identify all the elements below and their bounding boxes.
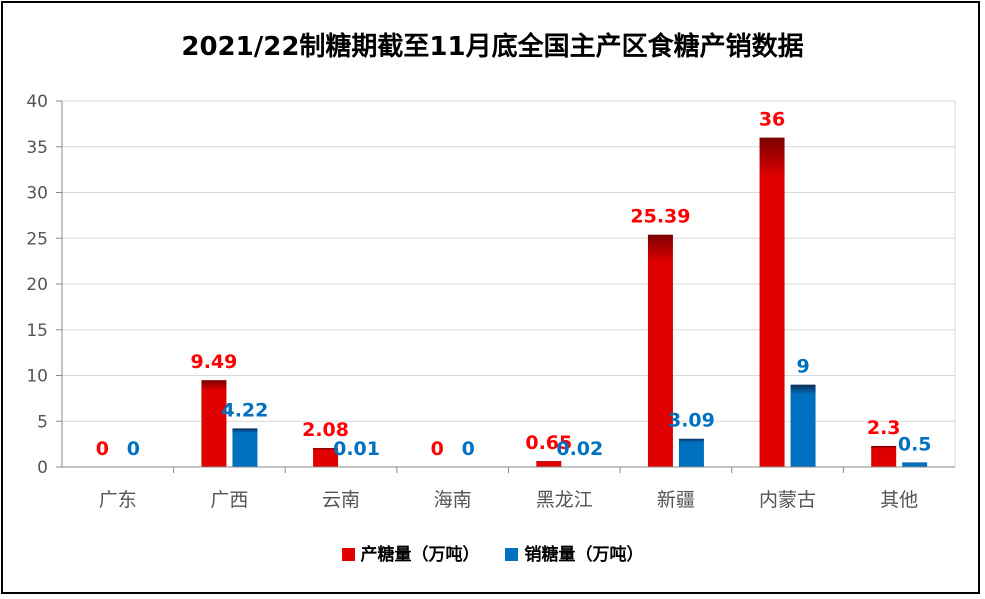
legend-swatch-sales xyxy=(505,548,519,561)
bar-production xyxy=(536,461,562,467)
legend-swatch-production xyxy=(341,548,355,561)
data-label-production: 2.08 xyxy=(302,419,349,441)
data-label-production: 9.49 xyxy=(190,351,237,373)
legend-item-production: 产糖量（万吨） xyxy=(341,540,480,565)
y-tick-label: 0 xyxy=(37,458,48,478)
chart-title: 2021/22制糖期截至11月底全国主产区食糖产销数据 xyxy=(181,32,804,62)
data-label-sales: 0 xyxy=(462,438,475,460)
bar-sales xyxy=(902,462,928,467)
x-category-label: 其他 xyxy=(880,489,918,511)
x-category-label: 广西 xyxy=(210,489,248,511)
x-category-label: 新疆 xyxy=(657,489,695,511)
data-label-sales: 3.09 xyxy=(668,410,715,432)
x-category-label: 广东 xyxy=(99,489,137,511)
bar-production xyxy=(871,445,897,467)
data-label-sales: 0 xyxy=(127,438,140,460)
bar-production xyxy=(201,380,227,467)
data-label-production: 2.3 xyxy=(867,417,901,439)
data-label-sales: 9 xyxy=(796,356,809,378)
bar-production xyxy=(313,447,339,467)
x-category-label: 海南 xyxy=(434,489,472,511)
data-label-sales: 4.22 xyxy=(221,399,268,421)
bar-production xyxy=(647,234,673,467)
y-tick-label: 10 xyxy=(26,367,48,387)
data-label-sales: 0.02 xyxy=(556,438,603,460)
chart-legend: 产糖量（万吨） 销糖量（万吨） xyxy=(0,540,985,565)
data-label-production: 0 xyxy=(96,438,109,460)
bar-sales xyxy=(678,438,704,467)
x-category-label: 内蒙古 xyxy=(759,489,816,511)
bar-production xyxy=(759,137,785,467)
data-label-production: 0 xyxy=(431,438,444,460)
data-label-production: 25.39 xyxy=(630,206,690,228)
legend-item-sales: 销糖量（万吨） xyxy=(505,540,643,565)
legend-label-production: 产糖量（万吨） xyxy=(360,545,480,565)
data-label-sales: 0.5 xyxy=(898,433,932,455)
x-category-label: 黑龙江 xyxy=(536,489,593,511)
bar-sales xyxy=(790,384,816,467)
y-tick-label: 30 xyxy=(26,184,48,204)
y-tick-label: 5 xyxy=(37,412,48,432)
y-tick-label: 35 xyxy=(26,138,48,158)
data-label-sales: 0.01 xyxy=(333,438,380,460)
y-tick-label: 15 xyxy=(26,321,48,341)
data-label-production: 0.65 xyxy=(525,432,572,454)
y-tick-label: 20 xyxy=(26,275,48,295)
bar-sales xyxy=(232,428,258,467)
legend-label-sales: 销糖量（万吨） xyxy=(524,545,644,565)
x-category-label: 云南 xyxy=(322,489,360,511)
data-label-production: 36 xyxy=(759,109,785,131)
y-tick-label: 25 xyxy=(26,229,48,249)
y-tick-label: 40 xyxy=(26,92,48,112)
